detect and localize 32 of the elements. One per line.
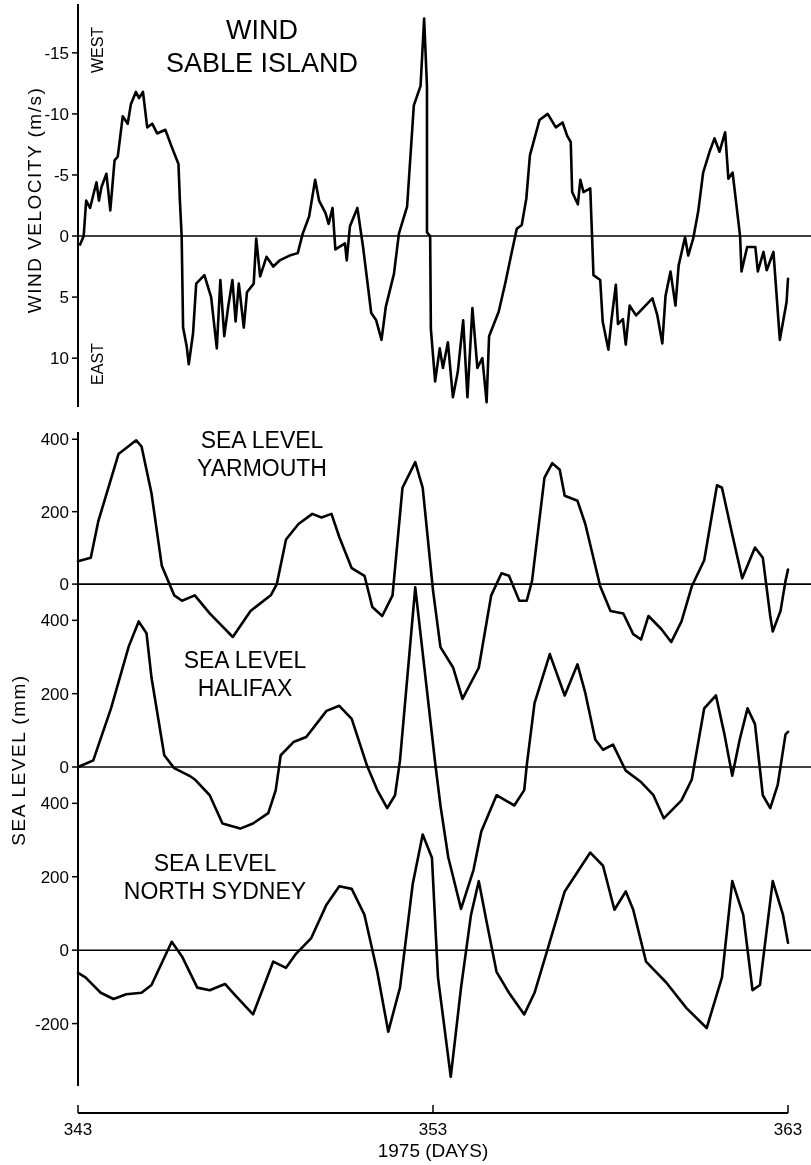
y-axis-title: SEA LEVEL (mm) — [7, 674, 29, 846]
y-tick-label: 0 — [59, 575, 69, 595]
y-tick-label: 400 — [40, 794, 69, 814]
text: YARMOUTH — [197, 455, 327, 482]
x-axis-title: 1975 (DAYS) — [377, 1140, 489, 1161]
y-tick-label: 0 — [59, 941, 69, 961]
text: SABLE ISLAND — [165, 48, 359, 79]
y-tick-label: 5 — [59, 288, 69, 308]
annotation: WEST — [88, 26, 106, 74]
y-tick-label: 400 — [40, 611, 69, 631]
text: SEA LEVEL — [153, 850, 277, 877]
y-tick-label: 200 — [40, 867, 69, 887]
y-tick-label: -5 — [53, 165, 69, 185]
y-tick-label: 0 — [59, 757, 69, 777]
y-tick-label: 200 — [40, 502, 69, 522]
y-tick-label: -200 — [34, 1014, 69, 1034]
x-tick-label: 353 — [418, 1120, 448, 1139]
y-axis-title: WIND VELOCITY (m/s) — [23, 86, 45, 314]
chart-title: SEA LEVEL — [200, 427, 324, 454]
x-tick-label: 363 — [773, 1120, 803, 1139]
text: SEA LEVEL — [183, 647, 307, 674]
x-tick-label: 343 — [63, 1120, 93, 1139]
y-tick-label: -15 — [44, 43, 69, 63]
y-tick-label: 10 — [50, 349, 69, 369]
y-tick-label: 200 — [40, 684, 69, 704]
text: NORTH SYDNEY — [123, 878, 307, 905]
y-tick-label: 0 — [59, 226, 69, 246]
y-tick-label: 400 — [40, 430, 69, 450]
annotation: EAST — [88, 342, 106, 385]
chart-title: WIND — [226, 15, 298, 46]
y-tick-label: -10 — [44, 104, 69, 124]
text: HALIFAX — [197, 675, 293, 702]
